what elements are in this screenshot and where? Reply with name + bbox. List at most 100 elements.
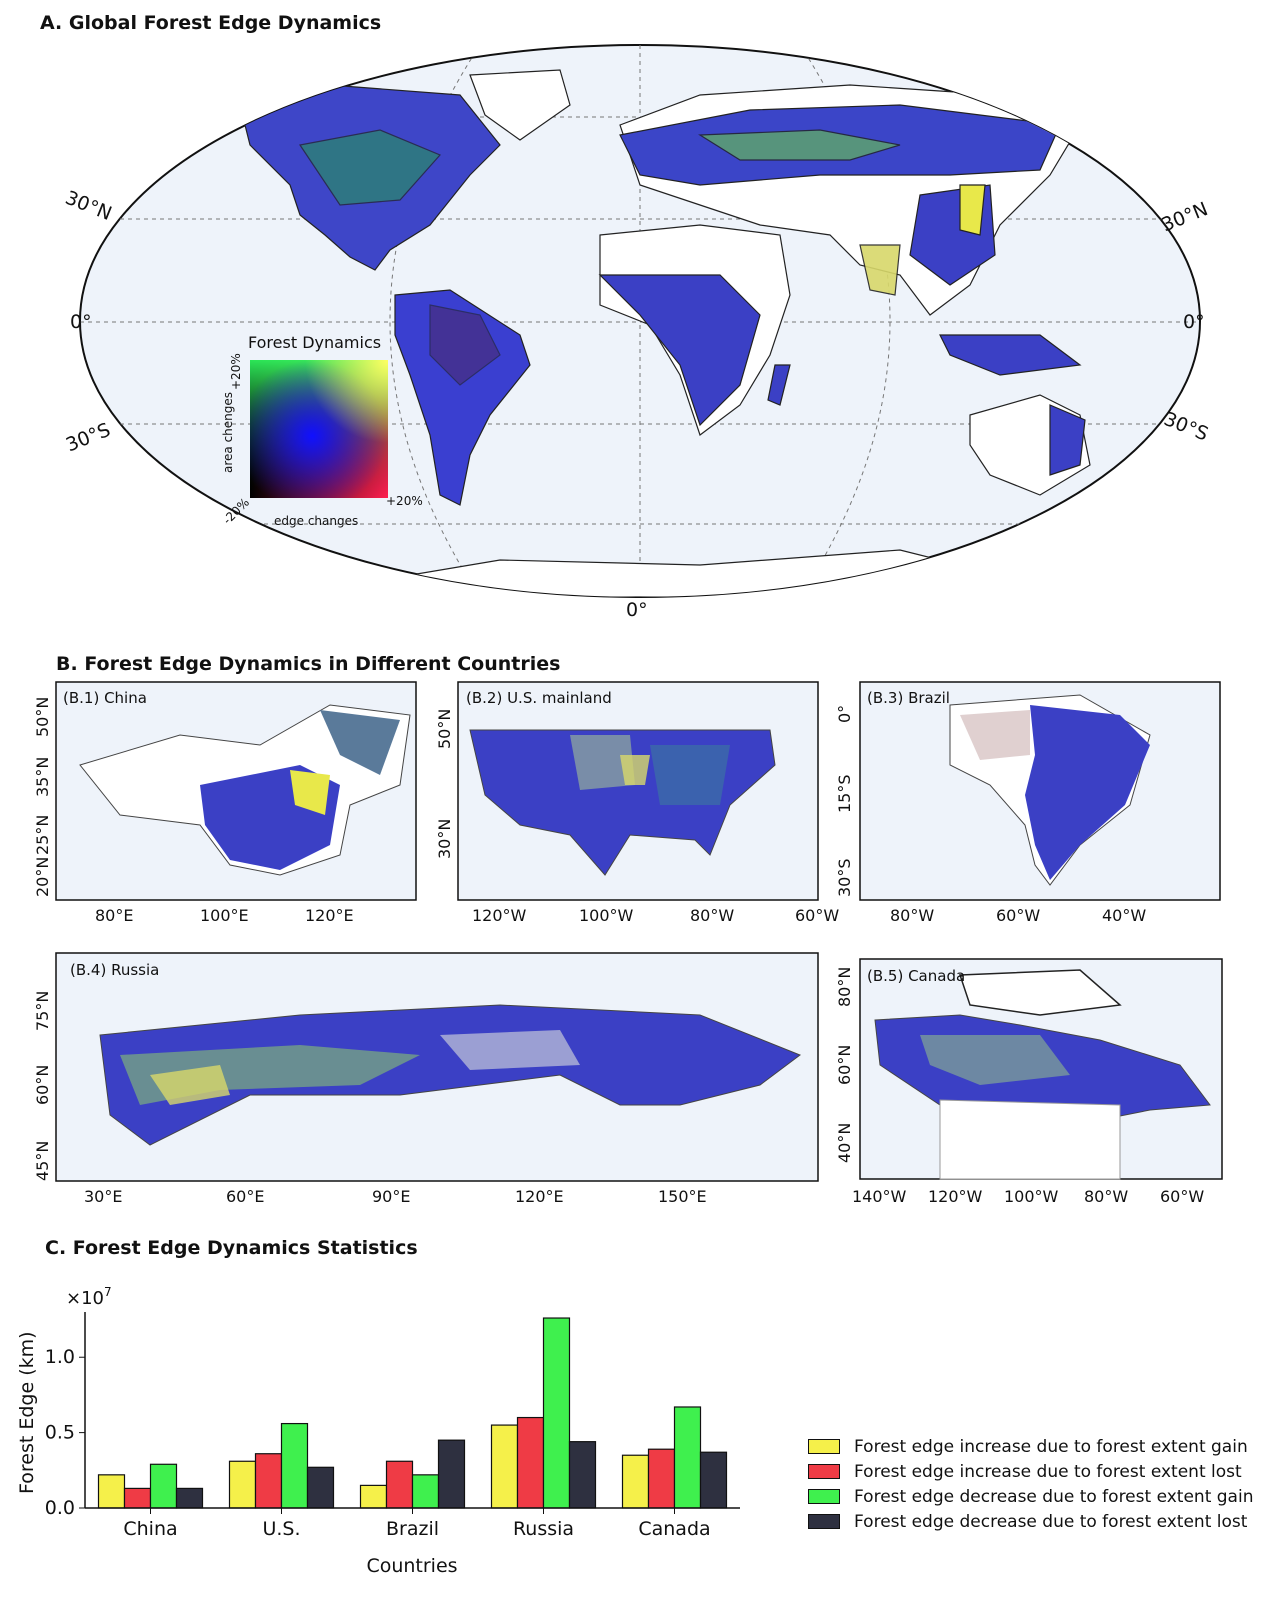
lat-label-right-30n: 30°N [1158, 198, 1211, 236]
bar-brazil-series-3 [437, 1439, 466, 1509]
map-b3-label: (B.3) Brazil [867, 689, 950, 707]
map-b4-ytick-0: 75°N [33, 991, 52, 1031]
bar-chart: 0.0 0.5 1.0 China U.S. Brazil Russia Canada ×1… [16, 1285, 740, 1577]
map-b3-xtick-2: 40°W [1102, 906, 1146, 925]
map-b1-xtick-0: 80°E [95, 906, 133, 925]
colormap-y-label: area chenges [221, 392, 235, 473]
global-map: 30°N 0° 30°S 30°N 0° 30°S 0° Forest Dyna… [62, 44, 1212, 621]
greenland [469, 69, 571, 141]
legend-label: Forest edge decrease due to forest exten… [854, 1486, 1254, 1507]
bar-russia-series-0 [490, 1424, 519, 1509]
bar-china-series-2 [149, 1463, 178, 1509]
bar-canada-series-2 [673, 1406, 702, 1509]
map-b1-china: (B.1) China 80°E 100°E 120°E 50°N 35°N 2… [33, 681, 417, 925]
y-axis-label: Forest Edge (km) [16, 1331, 38, 1494]
lat-label-right-0: 0° [1183, 311, 1205, 333]
lon-label-0: 0° [626, 599, 648, 621]
map-b4-xtick-2: 90°E [372, 1187, 410, 1206]
map-b3-xtick-0: 80°W [890, 906, 934, 925]
lat-label-left-30n: 30°N [62, 187, 115, 225]
map-b5-xtick-0: 140°W [852, 1187, 907, 1206]
map-b4-ytick-1: 60°N [33, 1065, 52, 1105]
map-b4-ytick-2: 45°N [33, 1141, 52, 1181]
continents [239, 69, 1141, 597]
panel-b-title: B. Forest Edge Dynamics in Different Cou… [56, 653, 561, 675]
bar-russia-series-1 [516, 1416, 545, 1509]
legend-swatch [808, 1439, 840, 1454]
bar-brazil-series-0 [359, 1484, 388, 1509]
colormap-inset: Forest Dynamics area chenges +20% edge c… [220, 333, 423, 528]
map-b5-ytick-2: 40°N [835, 1123, 854, 1163]
x-tick-label: China [123, 1518, 177, 1540]
bar-china-series-1 [123, 1487, 152, 1509]
lat-label-left-30s: 30°S [63, 419, 114, 457]
map-b5-canada: (B.5) Canada 140°W 120°W 100°W 80°W 60°W… [835, 958, 1223, 1206]
bar-group [97, 1317, 728, 1509]
map-b4-xtick-4: 150°E [658, 1187, 707, 1206]
x-axis-label: Countries [366, 1555, 457, 1577]
map-b5-xtick-4: 60°W [1160, 1187, 1204, 1206]
x-tick-label: Russia [513, 1518, 574, 1540]
map-b3-ytick-1: 15°S [835, 774, 854, 813]
map-b2-xtick-2: 80°W [690, 906, 734, 925]
bar-brazil-series-2 [411, 1474, 440, 1509]
map-b2-us: (B.2) U.S. mainland 120°W 100°W 80°W 60°… [435, 681, 839, 925]
map-b4-xtick-3: 120°E [515, 1187, 564, 1206]
y-multiplier: ×107 [66, 1285, 112, 1309]
legend-item: Forest edge decrease due to forest exten… [808, 1484, 1253, 1509]
lat-label-left-0: 0° [70, 311, 92, 333]
y-axis-ticks: 0.0 0.5 1.0 [45, 1346, 85, 1519]
chart-legend: Forest edge increase due to forest exten… [808, 1434, 1253, 1534]
legend-swatch [808, 1514, 840, 1529]
map-b3-ytick-2: 30°S [835, 858, 854, 897]
bar-us-series-0 [228, 1460, 257, 1509]
y-tick-label: 0.5 [45, 1422, 75, 1444]
map-b1-ytick-1: 35°N [33, 757, 52, 797]
map-b2-label: (B.2) U.S. mainland [466, 689, 612, 707]
y-tick-label: 1.0 [45, 1346, 75, 1368]
bar-china-series-0 [97, 1474, 126, 1509]
panel-c-title: C. Forest Edge Dynamics Statistics [45, 1237, 418, 1259]
bar-canada-series-1 [647, 1448, 676, 1509]
map-b4-xtick-0: 30°E [84, 1187, 122, 1206]
legend-item: Forest edge decrease due to forest exten… [808, 1509, 1253, 1534]
map-b2-xtick-1: 100°W [579, 906, 634, 925]
legend-label: Forest edge increase due to forest exten… [854, 1461, 1242, 1482]
map-b1-label: (B.1) China [63, 689, 147, 707]
map-b2-xtick-0: 120°W [472, 906, 527, 925]
south-america [394, 289, 531, 506]
map-b4-label: (B.4) Russia [70, 961, 159, 979]
bar-canada-series-0 [621, 1454, 650, 1509]
map-b5-ytick-1: 60°N [835, 1045, 854, 1085]
map-b4-xtick-1: 60°E [226, 1187, 264, 1206]
x-axis-ticks: China U.S. Brazil Russia Canada [123, 1508, 711, 1540]
legend-swatch [808, 1489, 840, 1504]
map-b5-xtick-2: 100°W [1004, 1187, 1059, 1206]
bar-us-series-1 [254, 1453, 283, 1509]
legend-swatch [808, 1464, 840, 1479]
map-b1-ytick-0: 50°N [33, 697, 52, 737]
legend-label: Forest edge decrease due to forest exten… [854, 1511, 1248, 1532]
map-b1-xtick-1: 100°E [200, 906, 249, 925]
y-tick-label: 0.0 [45, 1497, 75, 1519]
bar-china-series-3 [175, 1487, 204, 1509]
legend-item: Forest edge increase due to forest exten… [808, 1434, 1253, 1459]
bar-russia-series-2 [542, 1317, 571, 1509]
map-b3-brazil: (B.3) Brazil 80°W 60°W 40°W 0° 15°S 30°S [835, 681, 1221, 925]
map-b5-label: (B.5) Canada [867, 967, 965, 985]
legend-label: Forest edge increase due to forest exten… [854, 1436, 1248, 1457]
map-b2-xtick-3: 60°W [795, 906, 839, 925]
map-b2-ytick-0: 50°N [435, 709, 454, 749]
colormap-x-label: edge changes [274, 514, 358, 528]
map-b1-ytick-3: 20°N [33, 857, 52, 897]
map-b5-xtick-1: 120°W [928, 1187, 983, 1206]
lat-label-right-30s: 30°S [1161, 408, 1212, 446]
bar-russia-series-3 [568, 1441, 597, 1509]
colormap-y-max: +20% [229, 353, 243, 390]
legend-item: Forest edge increase due to forest exten… [808, 1459, 1253, 1484]
map-b5-ytick-0: 80°N [835, 967, 854, 1007]
bar-us-series-2 [280, 1422, 309, 1509]
map-b1-ytick-2: 25°N [33, 815, 52, 855]
panel-a-title: A. Global Forest Edge Dynamics [40, 12, 382, 34]
map-b3-xtick-1: 60°W [996, 906, 1040, 925]
